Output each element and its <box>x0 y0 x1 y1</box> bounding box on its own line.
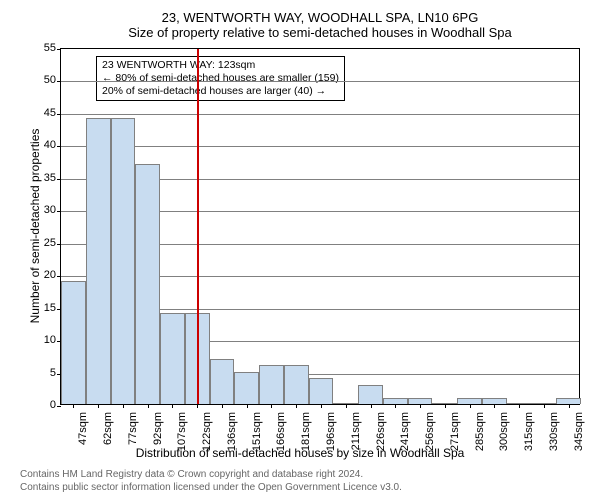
histogram-bar <box>86 118 111 404</box>
y-tick-label: 15 <box>0 302 56 314</box>
histogram-bar <box>358 385 383 404</box>
histogram-bar <box>111 118 136 404</box>
y-tick-label: 45 <box>0 107 56 119</box>
x-tick <box>148 404 149 408</box>
y-tick <box>57 179 61 180</box>
chart-container: 23, WENTWORTH WAY, WOODHALL SPA, LN10 6P… <box>0 0 600 500</box>
gridline <box>61 114 579 115</box>
gridline <box>61 146 579 147</box>
y-tick <box>57 211 61 212</box>
y-tick-label: 10 <box>0 334 56 346</box>
histogram-bar <box>284 365 309 404</box>
gridline <box>61 81 579 82</box>
x-tick <box>172 404 173 408</box>
y-tick <box>57 49 61 50</box>
y-tick-label: 40 <box>0 139 56 151</box>
x-tick <box>98 404 99 408</box>
x-tick <box>197 404 198 408</box>
x-tick <box>569 404 570 408</box>
x-tick <box>371 404 372 408</box>
annotation-line3: 20% of semi-detached houses are larger (… <box>102 85 339 98</box>
y-tick-label: 25 <box>0 237 56 249</box>
x-tick <box>247 404 248 408</box>
y-tick-label: 30 <box>0 204 56 216</box>
chart-title-line2: Size of property relative to semi-detach… <box>60 25 580 40</box>
y-tick-label: 5 <box>0 367 56 379</box>
histogram-bar <box>210 359 235 404</box>
x-axis-label: Distribution of semi-detached houses by … <box>0 446 600 460</box>
annotation-line1: 23 WENTWORTH WAY: 123sqm <box>102 59 339 72</box>
y-tick-label: 20 <box>0 269 56 281</box>
annotation-box: 23 WENTWORTH WAY: 123sqm ← 80% of semi-d… <box>96 56 345 101</box>
chart-footer: Contains HM Land Registry data © Crown c… <box>20 468 580 494</box>
histogram-bar <box>309 378 334 404</box>
x-tick <box>271 404 272 408</box>
footer-line1: Contains HM Land Registry data © Crown c… <box>20 468 580 481</box>
footer-line2: Contains public sector information licen… <box>20 481 580 494</box>
histogram-bar <box>259 365 284 404</box>
x-tick <box>346 404 347 408</box>
y-tick-label: 50 <box>0 74 56 86</box>
x-tick <box>123 404 124 408</box>
x-tick <box>296 404 297 408</box>
y-tick-label: 0 <box>0 399 56 411</box>
y-tick-label: 55 <box>0 42 56 54</box>
x-tick <box>222 404 223 408</box>
x-tick <box>445 404 446 408</box>
annotation-line2: ← 80% of semi-detached houses are smalle… <box>102 72 339 85</box>
plot-area: 23 WENTWORTH WAY: 123sqm ← 80% of semi-d… <box>60 48 580 405</box>
y-tick <box>57 146 61 147</box>
chart-title-line1: 23, WENTWORTH WAY, WOODHALL SPA, LN10 6P… <box>60 10 580 25</box>
histogram-bar <box>135 164 160 404</box>
x-tick <box>544 404 545 408</box>
x-tick <box>73 404 74 408</box>
x-tick <box>321 404 322 408</box>
y-tick <box>57 114 61 115</box>
x-tick <box>519 404 520 408</box>
histogram-bar <box>61 281 86 404</box>
marker-line <box>197 49 199 404</box>
histogram-bar <box>234 372 259 404</box>
y-tick <box>57 244 61 245</box>
x-tick <box>395 404 396 408</box>
y-tick-label: 35 <box>0 172 56 184</box>
x-tick <box>494 404 495 408</box>
x-tick <box>420 404 421 408</box>
y-tick <box>57 81 61 82</box>
y-tick <box>57 406 61 407</box>
histogram-bar <box>160 313 185 404</box>
x-tick <box>470 404 471 408</box>
y-tick <box>57 276 61 277</box>
